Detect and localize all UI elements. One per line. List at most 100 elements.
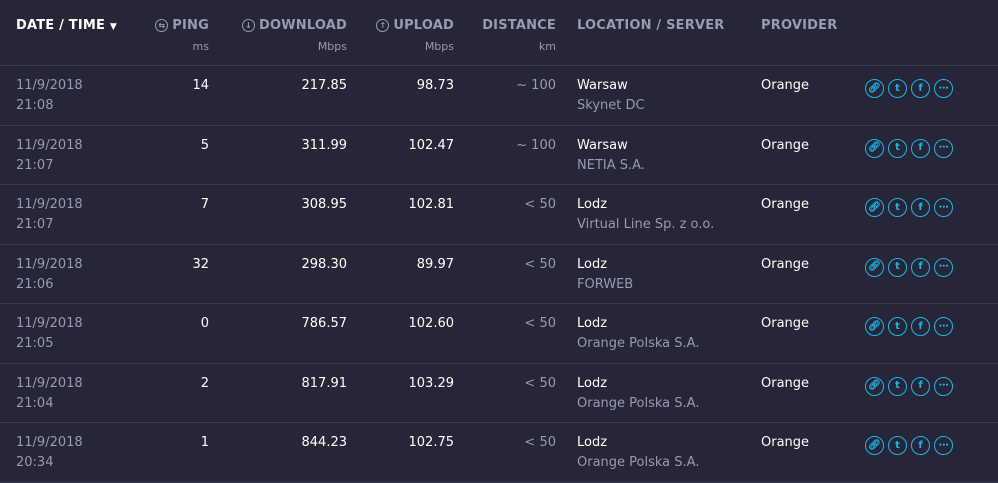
upload-label: UPLOAD	[393, 18, 454, 33]
share-icons: 🔗︎ t f •••	[865, 198, 953, 217]
download-icon: ↓	[241, 19, 255, 32]
distance-value: < 50	[524, 316, 556, 331]
table-row[interactable]: 11/9/2018 21:07 5 311.99 102.47 ~ 100 Wa…	[0, 126, 998, 185]
provider: Orange	[761, 137, 810, 153]
provider-header[interactable]: PROVIDER	[761, 18, 838, 33]
twitter-icon[interactable]: t	[888, 198, 907, 217]
upload-header[interactable]: ↑ UPLOAD	[376, 18, 454, 33]
date: 11/9/2018	[16, 435, 83, 450]
server: Virtual Line Sp. z o.o.	[577, 217, 715, 232]
time: 21:07	[16, 217, 54, 232]
date: 11/9/2018	[16, 375, 83, 391]
time: 21:04	[16, 395, 54, 411]
distance-value: < 50	[524, 435, 556, 450]
share-icons: 🔗︎ t f •••	[865, 257, 953, 277]
facebook-icon[interactable]: f	[911, 436, 930, 455]
table-row[interactable]: 11/9/2018 21:04 2 817.91 103.29 < 50 Lod…	[0, 364, 998, 423]
twitter-icon[interactable]: t	[888, 138, 907, 158]
ping-value: 2	[200, 375, 209, 391]
more-icon[interactable]: •••	[934, 317, 953, 336]
ping-value: 7	[200, 197, 209, 212]
distance-value: ~ 100	[516, 78, 556, 93]
facebook-icon[interactable]: f	[911, 79, 930, 98]
link-icon[interactable]: 🔗︎	[865, 79, 884, 98]
download-unit: Mbps	[317, 40, 347, 53]
table-row[interactable]: 11/9/2018 21:06 32 298.30 89.97 < 50 Lod…	[0, 245, 998, 304]
distance-unit: km	[538, 40, 556, 53]
download-value: 311.99	[301, 137, 348, 153]
ping-label: PING	[172, 18, 209, 33]
ping-header[interactable]: ⇆ PING	[155, 18, 209, 33]
upload-icon: ↑	[376, 19, 390, 32]
link-icon[interactable]: 🔗︎	[865, 138, 884, 158]
location: Lodz	[577, 435, 608, 450]
server: FORWEB	[577, 276, 634, 292]
sort-date-time[interactable]: DATE / TIME ▼	[16, 18, 117, 33]
link-icon[interactable]: 🔗︎	[865, 257, 884, 277]
table-row[interactable]: 11/9/2018 21:07 7 308.95 102.81 < 50 Lod…	[0, 185, 998, 245]
location: Warsaw	[577, 137, 628, 153]
date: 11/9/2018	[16, 316, 83, 331]
download-label: DOWNLOAD	[258, 18, 347, 33]
table-header: DATE / TIME ▼ ⇆ PING ms ↓ DOWNLOAD Mbps ↑ U…	[0, 0, 998, 66]
location: Lodz	[577, 375, 608, 391]
upload-value: 102.75	[408, 435, 455, 450]
provider: Orange	[761, 316, 810, 331]
more-icon[interactable]: •••	[934, 376, 953, 396]
facebook-icon[interactable]: f	[911, 198, 930, 217]
facebook-icon[interactable]: f	[911, 257, 930, 277]
twitter-icon[interactable]: t	[888, 317, 907, 336]
upload-value: 98.73	[416, 78, 454, 93]
twitter-icon[interactable]: t	[888, 376, 907, 396]
provider: Orange	[761, 256, 810, 272]
link-icon[interactable]: 🔗︎	[865, 436, 884, 455]
date: 11/9/2018	[16, 137, 83, 153]
upload-value: 102.60	[408, 316, 455, 331]
time: 21:08	[16, 98, 54, 113]
facebook-icon[interactable]: f	[911, 317, 930, 336]
location: Lodz	[577, 256, 608, 272]
upload-value: 102.47	[408, 137, 455, 153]
upload-value: 102.81	[408, 197, 455, 212]
upload-value: 89.97	[416, 256, 454, 272]
facebook-icon[interactable]: f	[911, 138, 930, 158]
distance-header[interactable]: DISTANCE	[482, 18, 556, 33]
location: Lodz	[577, 197, 608, 212]
provider: Orange	[761, 78, 810, 93]
table-row[interactable]: 11/9/2018 21:08 14 217.85 98.73 ~ 100 Wa…	[0, 66, 998, 126]
download-value: 817.91	[301, 375, 348, 391]
more-icon[interactable]: •••	[934, 79, 953, 98]
ping-value: 14	[192, 78, 209, 93]
download-header[interactable]: ↓ DOWNLOAD	[241, 18, 347, 33]
time: 21:07	[16, 157, 54, 173]
more-icon[interactable]: •••	[934, 436, 953, 455]
more-icon[interactable]: •••	[934, 198, 953, 217]
facebook-icon[interactable]: f	[911, 376, 930, 396]
date: 11/9/2018	[16, 197, 83, 212]
link-icon[interactable]: 🔗︎	[865, 376, 884, 396]
table-row[interactable]: 11/9/2018 20:34 1 844.23 102.75 < 50 Lod…	[0, 423, 998, 483]
more-icon[interactable]: •••	[934, 138, 953, 158]
link-icon[interactable]: 🔗︎	[865, 317, 884, 336]
twitter-icon[interactable]: t	[888, 257, 907, 277]
location-header[interactable]: LOCATION / SERVER	[577, 18, 725, 33]
twitter-icon[interactable]: t	[888, 79, 907, 98]
date: 11/9/2018	[16, 78, 83, 93]
provider: Orange	[761, 375, 810, 391]
ping-value: 32	[192, 256, 209, 272]
download-value: 308.95	[301, 197, 348, 212]
more-icon[interactable]: •••	[934, 257, 953, 277]
server: NETIA S.A.	[577, 157, 645, 173]
distance-value: ~ 100	[516, 137, 556, 153]
server: Orange Polska S.A.	[577, 395, 700, 411]
server: Skynet DC	[577, 98, 645, 113]
share-icons: 🔗︎ t f •••	[865, 317, 953, 336]
ping-icon: ⇆	[155, 19, 169, 32]
twitter-icon[interactable]: t	[888, 436, 907, 455]
share-icons: 🔗︎ t f •••	[865, 79, 953, 98]
table-row[interactable]: 11/9/2018 21:05 0 786.57 102.60 < 50 Lod…	[0, 304, 998, 364]
distance-value: < 50	[524, 375, 556, 391]
link-icon[interactable]: 🔗︎	[865, 198, 884, 217]
upload-unit: Mbps	[424, 40, 454, 53]
